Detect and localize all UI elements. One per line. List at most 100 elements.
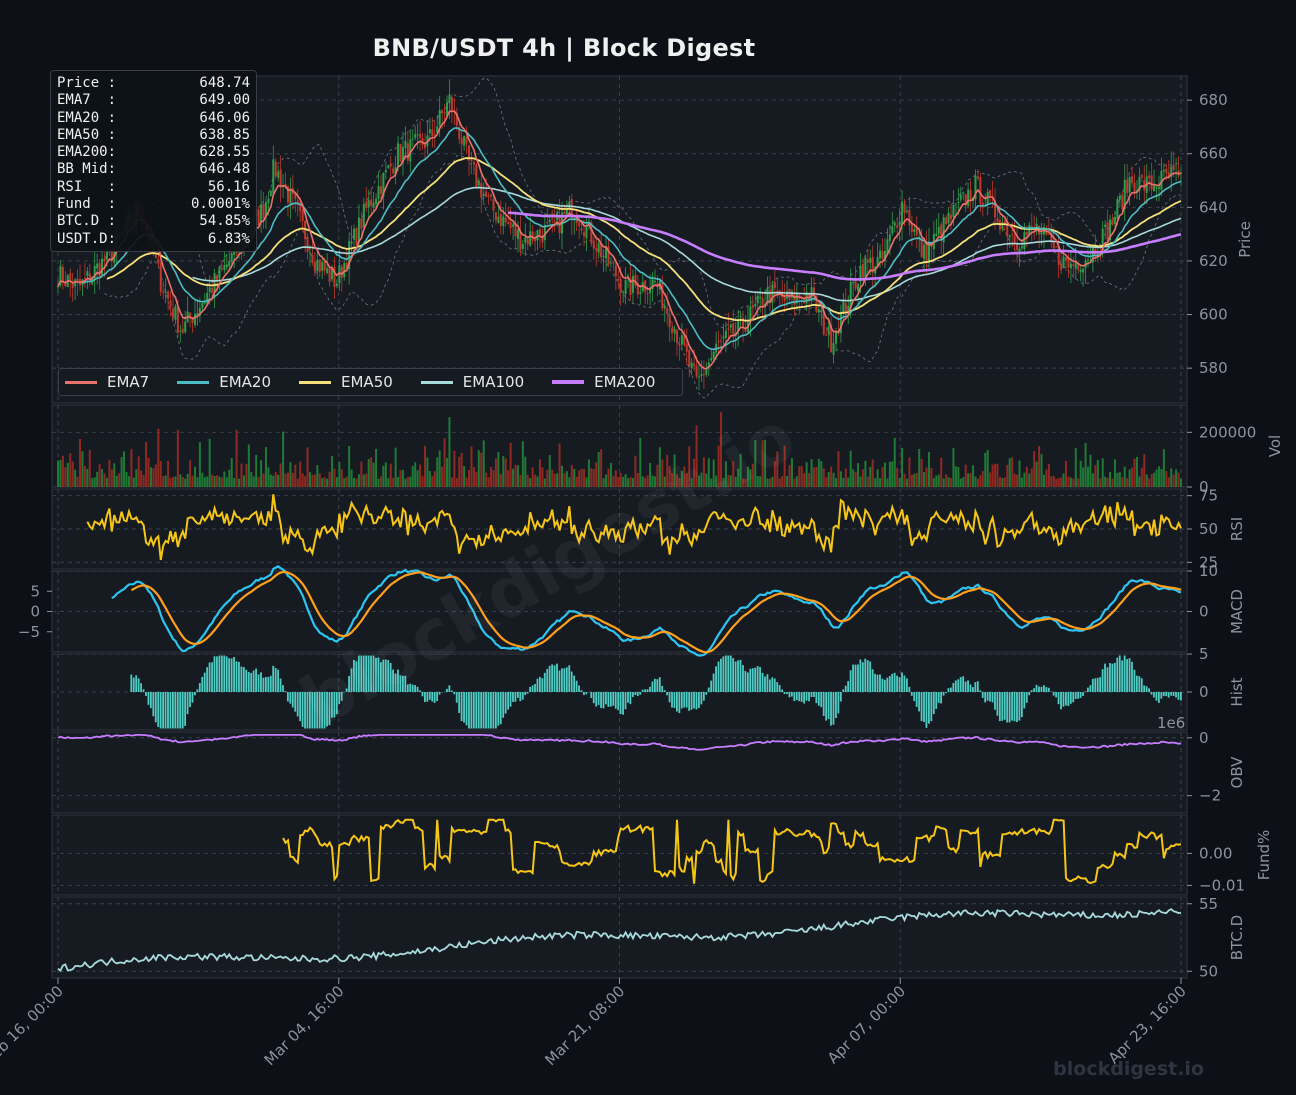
histogram-bar: [771, 677, 774, 692]
volume-bar: [976, 478, 979, 487]
volume-bar: [698, 475, 701, 487]
histogram-bar: [240, 666, 243, 692]
volume-bar: [827, 471, 830, 487]
histogram-bar: [592, 692, 595, 704]
histogram-bar: [852, 664, 854, 692]
histogram-bar: [1180, 692, 1182, 701]
histogram-bar: [688, 692, 691, 711]
histogram-bar: [487, 692, 490, 729]
volume-bar: [543, 478, 546, 487]
histogram-bar: [458, 692, 461, 713]
volume-bar: [842, 477, 845, 487]
histogram-bar: [485, 692, 487, 729]
volume-bar: [137, 456, 140, 487]
candle-body: [69, 273, 72, 282]
volume-bar: [504, 458, 507, 487]
histogram-bar: [504, 692, 507, 714]
volume-bar: [1101, 458, 1104, 487]
candle-body: [83, 277, 86, 279]
volume-bar: [631, 478, 634, 487]
candle-body: [712, 351, 715, 359]
candle-body: [548, 219, 551, 223]
histogram-bar: [426, 692, 429, 702]
volume-bar: [328, 471, 331, 487]
volume-bar: [857, 463, 860, 487]
histogram-bar: [617, 692, 620, 711]
histogram-bar: [1128, 658, 1131, 692]
legend-swatch: [177, 380, 210, 384]
histogram-bar: [857, 664, 859, 692]
candle-body: [766, 287, 769, 304]
volume-bar: [225, 477, 228, 487]
candle-body: [326, 268, 329, 274]
volume-bar: [901, 448, 904, 487]
histogram-bar: [1135, 675, 1138, 692]
histogram-bar: [149, 692, 152, 709]
volume-bar: [583, 468, 586, 487]
histogram-bar: [1016, 692, 1018, 723]
histogram-bar: [159, 692, 162, 729]
volume-bar: [1057, 478, 1060, 487]
volume-bar: [969, 473, 972, 487]
volume-bar: [548, 455, 551, 487]
volume-bar: [353, 477, 356, 487]
volume-bar: [519, 475, 522, 487]
candle-body: [538, 229, 541, 235]
volume-bar: [304, 476, 307, 487]
histogram-bar: [497, 692, 500, 726]
histogram-bar: [375, 657, 377, 692]
histogram-bar: [1089, 685, 1092, 692]
info-row-ema20: EMA20 :646.06: [57, 109, 250, 126]
histogram-bar: [228, 658, 231, 692]
volume-bar: [886, 478, 889, 487]
volume-bar: [893, 437, 896, 487]
y-axis-label: Hist: [1228, 677, 1246, 706]
histogram-bar: [563, 668, 566, 692]
histogram-bar: [468, 692, 470, 729]
volume-bar: [783, 445, 786, 487]
candle-body: [1150, 175, 1153, 190]
histogram-bar: [1020, 692, 1023, 718]
y-tick-label: 0: [1199, 603, 1209, 621]
histogram-bar: [930, 692, 933, 722]
histogram-bar: [969, 684, 972, 692]
volume-bar: [854, 471, 857, 487]
histogram-bar: [301, 692, 304, 727]
volume-bar: [1148, 478, 1151, 487]
volume-bar: [830, 466, 833, 487]
volume-bar: [531, 467, 534, 487]
candle-body: [529, 231, 532, 246]
candle-body: [313, 261, 316, 272]
histogram-bar: [1162, 692, 1165, 697]
histogram-bar: [174, 692, 177, 729]
volume-bar: [127, 476, 130, 487]
volume-bar: [247, 444, 250, 487]
volume-bar: [1143, 454, 1146, 487]
volume-bar: [942, 478, 945, 487]
volume-bar: [575, 476, 578, 487]
candle-body: [925, 245, 928, 263]
histogram-bar: [142, 689, 145, 692]
volume-bar: [235, 429, 238, 487]
candle-body: [700, 373, 703, 376]
histogram-bar: [534, 683, 536, 692]
volume-bar: [1175, 469, 1178, 487]
volume-bar: [538, 459, 541, 487]
volume-bar: [587, 459, 590, 487]
volume-bar: [1003, 477, 1006, 487]
candle-body: [213, 273, 216, 294]
volume-bar: [810, 459, 813, 487]
histogram-bar: [1067, 692, 1070, 706]
histogram-bar: [817, 692, 820, 706]
histogram-bar: [404, 675, 407, 692]
volume-bar: [448, 417, 451, 487]
volume-bar: [1099, 478, 1102, 487]
candle-body: [345, 262, 348, 269]
candle-body: [940, 224, 943, 241]
volume-bar: [294, 464, 297, 487]
histogram-bar: [932, 692, 935, 715]
histogram-bar: [583, 692, 585, 696]
candle-body: [671, 328, 674, 334]
volume-bar: [524, 456, 527, 487]
candle-body: [967, 189, 970, 207]
